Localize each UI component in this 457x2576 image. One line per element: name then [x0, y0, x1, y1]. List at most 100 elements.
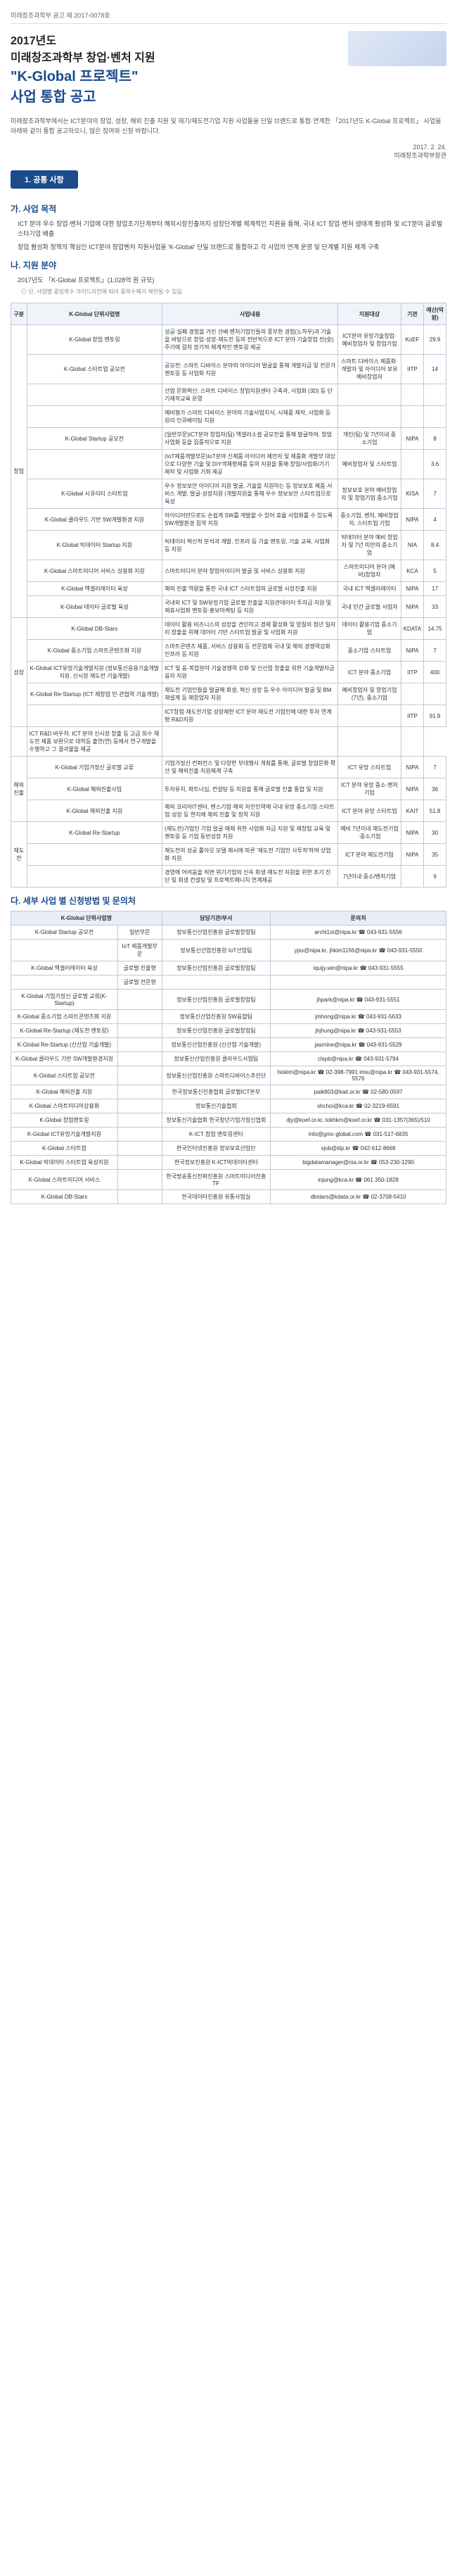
table-row: 글로벌 전문형 [11, 976, 446, 990]
cell-content: 경영에 어려움을 직면 위기기업의 신속 회생·재도전 지원을 위한 조기 진단… [162, 866, 338, 888]
cell-target [338, 406, 401, 428]
cell-contact: paik803@kait.or.kr ☎ 02-580-0597 [271, 1085, 446, 1099]
table-row: K-Global 스타트업 공모전정보통신산업진흥원 스마트디바이스추진단his… [11, 1066, 446, 1085]
cell-sub [117, 1099, 162, 1113]
cell-contact: sjob@iitp.kr ☎ 042-612-8668 [271, 1142, 446, 1156]
title-project: "K-Global 프로젝트" [11, 65, 446, 85]
cell-contact [271, 976, 446, 990]
cell-agency [338, 727, 401, 757]
cell-target: 국내 민간 글로벌 사업자 [338, 596, 401, 618]
table-row: K-Global 스타트업 공모전공모전: 스마트 디바이스 분야의 아이디어 … [11, 355, 446, 384]
cell-budget: 7 [424, 757, 446, 778]
cell-target: 스마트 디바이스 제품화·개발자 및 아이디어 보유 예비창업자 [338, 355, 401, 384]
th-agency: 기관 [401, 303, 423, 325]
cell-content: 우수 정보보안 아이디어 지원 발굴, 기술을 지원하는 등 정보보호 제품·서… [162, 479, 338, 509]
table-row: K-Global DB-Stars한국데이터진흥원 유통사업실dbstars@k… [11, 1190, 446, 1204]
cell-content: 스마트콘텐츠 제품, 서비스 상용화 등 전문업체 국내 및 해외 경쟁력강화 … [162, 640, 338, 662]
cell-budget: 7 [424, 640, 446, 662]
cell-budget: 8.4 [424, 531, 446, 560]
cell-budget: 35 [424, 844, 446, 866]
cell-name: K-Global Re-Startup [27, 822, 162, 844]
cell-target: 스마트미디어 분야 (예비)창업자 [338, 560, 401, 582]
cell-agency [401, 450, 423, 479]
cell-agency [401, 384, 423, 406]
cell-agency: NIPA [401, 822, 423, 844]
table-row: 산업 문화혁신: 스마트 디바이스 창업지원센터 구축과, 사업화 (3D) 등… [11, 384, 446, 406]
cell-sub [117, 1024, 162, 1038]
cell-name: K-Global 스마트미디어 서비스 [11, 1170, 118, 1190]
cell-contact: bigdatamanager@nia.or.kr ☎ 053-230-1290 [271, 1156, 446, 1170]
cell-content: 성공·실패 경험을 가진 선배 벤처기업인들의 풍부한 경험(노하우)과 기술을… [162, 325, 338, 355]
subsection-a: 가. 사업 목적 [11, 203, 446, 215]
cell-budget [424, 384, 446, 406]
cell-name [11, 940, 118, 961]
cell-sub [117, 1142, 162, 1156]
cell-budget: 14 [424, 355, 446, 384]
cell-sub: IoT 제품개발부문 [117, 940, 162, 961]
cell-agency: KISA [401, 479, 423, 509]
cell-name: K-Global 스마트미디어상용화 [11, 1099, 118, 1113]
cell-dept: 정보통신산업진흥원 IoT산업팀 [162, 940, 271, 961]
cell-contact: jmhong@nipa.kr ☎ 043-931-5633 [271, 1010, 446, 1024]
th-name: K-Global 단위사업명 [27, 303, 162, 325]
cell-target: ICT 분야 중소기업 [338, 662, 401, 683]
cell-budget: 17 [424, 582, 446, 596]
cell-target: 7년이내 중소/벤처기업 [338, 866, 401, 888]
cell-name: K-Global 중소기업 스마트콘텐츠화 지원 [27, 640, 162, 662]
cell-target: 예비창업자 및 창업기업(7년), 중소기업 [338, 683, 401, 705]
cell-dept: 한국인터넷진흥원 정보보호산업단 [162, 1142, 271, 1156]
cell-dept: K-ICT 창업 멘토링센터 [162, 1128, 271, 1142]
contact-table: K-Global 단위사업명 담당기관/부서 문의처 K-Global Star… [11, 911, 446, 1204]
cell-sub [117, 1085, 162, 1099]
cell-dept: 정보통신산업진흥원 글로벌창업팀 [162, 990, 271, 1010]
cell-dept: 한국정보진흥원 K-ICT빅데이터센터 [162, 1156, 271, 1170]
cell-contact: shchoi@kca.kr ☎ 02-3219-6591 [271, 1099, 446, 1113]
table-row: K-Global Re-Startup (ICT 재창업 민·관협력 기술개발)… [11, 683, 446, 705]
table-row: K-Global 창업멘토링정보통신기술협회 한국청년기업가정신협회djy@ko… [11, 1113, 446, 1128]
cell-name: K-Global 스타트업 [11, 1142, 118, 1156]
table-row: K-Global 시큐리티 스타트업우수 정보보안 아이디어 지원 발굴, 기술… [11, 479, 446, 509]
cell-budget: 29.9 [424, 325, 446, 355]
cell-name: K-Global 중소기업 스마트콘텐츠화 지원 [11, 1010, 118, 1024]
cell-contact: archi1st@nipa.kr ☎ 043-931-5556 [271, 926, 446, 940]
cell-name [11, 976, 118, 990]
table-row: K-Global 스마트미디어 서비스 상용화 지원스마트미디어 분야 창업아이… [11, 560, 446, 582]
cell-content: 아이디어만으로도 손쉽게 SW를 개발할 수 있어 효율 사업화를 수 있도록 … [162, 509, 338, 531]
cell-budget: 14.75 [424, 618, 446, 640]
cell-name: K-Global 스마트미디어 서비스 상용화 지원 [27, 560, 162, 582]
table-row: K-Global 스마트미디어 서비스 한국방송통신전파진흥원 스마트미디어진흥 … [11, 1170, 446, 1190]
cell-content: 재도전의 성공 롤아웃 모델 제시에 따른 '제도전 기업인 사투적'하여 상업… [162, 844, 338, 866]
cell-name [27, 450, 162, 479]
cell-agency: NIPA [401, 582, 423, 596]
cell-sub: 글로벌 진출형 [117, 961, 162, 976]
cell-name: K-Global 빅데이터 Startup 지원 [27, 531, 162, 560]
cell-dept: 한국방송통신전파진흥원 스마트미디어진흥 TF [162, 1170, 271, 1190]
table-row: K-Global 스마트미디어상용화정보통신기술협회shchoi@kca.kr … [11, 1099, 446, 1113]
cell-content: (IoT제품개발부문)IoT분야 신제품 아이디어 제안자 및 제품화 개발부 … [162, 450, 338, 479]
th-target: 지원대상 [338, 303, 401, 325]
table-row: K-Global Re-Startup (신산업 기술개발)정보통신산업진흥원 … [11, 1038, 446, 1052]
table-row: K-Global Re-Startup (재도전 멘토링)정보통신산업진흥원 글… [11, 1024, 446, 1038]
cell-dept: 정보통신산업진흥원 (신산업 기술개발) [162, 1038, 271, 1052]
project-note: ◎ 단, 사업별 증빙복수 가이드라인에 따라 중복수혜가 제한될 수 있음 [11, 288, 446, 296]
table-row: K-Global 기업가정신 글로벌 교류(K-Startup)정보통신산업진흥… [11, 990, 446, 1010]
cell-agency: KAIT [401, 800, 423, 822]
cell-name: K-Global DB-Stars [11, 1190, 118, 1204]
table-row: K-Global 클라우드 기반 SW개발환경 지원아이디어만으로도 손쉽게 S… [11, 509, 446, 531]
cell-name: K-Global 빅데이터 스타트업 육성지원 [11, 1156, 118, 1170]
cell-content: 산업 문화혁신: 스마트 디바이스 창업지원센터 구축과, 사업화 (3D) 등… [162, 384, 338, 406]
cell-agency [401, 683, 423, 705]
table-row: K-Global Startup 공모전(일반부문)ICT분야 창업자(팀) 액… [11, 428, 446, 450]
cell-content: (재도전)기업인 기업 얼굴 매체 위한 사업화 자금 지원 및 재창업 교육 … [162, 822, 338, 844]
cell-target [162, 727, 338, 757]
table-row: (IoT제품개발부문)IoT분야 신제품 아이디어 제안자 및 제품화 개발부 … [11, 450, 446, 479]
cell-agency: NIPA [401, 428, 423, 450]
cell-target: 중소기업, 벤처, 예비창업자, 스타트업 기업 [338, 509, 401, 531]
cell-target: 빅데이터 분야 예비 창업자 및 7년 미만의 중소기업 [338, 531, 401, 560]
cell-content: ICT R&D 바우처: ICT 분야 신시장 창출 등 고급 희수 재도전 제… [27, 727, 162, 757]
cell-content: 재도전 기업인들을 발굴해 회생, 혁신 성장 등 우수 아이디어 발굴 및 B… [162, 683, 338, 705]
cell-content: 투자유치, 파트너십, 컨설팅 등 지원을 통해 글로벌 진출 통합 및 지원 [162, 778, 338, 800]
cell-agency: NIPA [401, 757, 423, 778]
cell-name [11, 727, 27, 757]
table1-header-row: 구분 K-Global 단위사업명 사업내용 지원대상 기관 예산(억원) [11, 303, 446, 325]
